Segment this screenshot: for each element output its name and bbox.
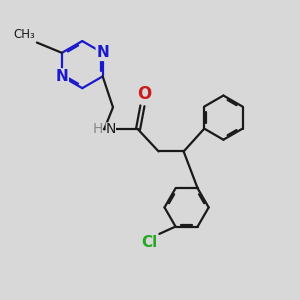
Text: N: N	[56, 69, 68, 84]
Text: N: N	[106, 122, 116, 136]
Text: N: N	[96, 45, 109, 60]
Text: Cl: Cl	[142, 236, 158, 250]
Text: CH₃: CH₃	[14, 28, 35, 41]
Text: O: O	[137, 85, 151, 103]
Text: H: H	[92, 122, 103, 136]
